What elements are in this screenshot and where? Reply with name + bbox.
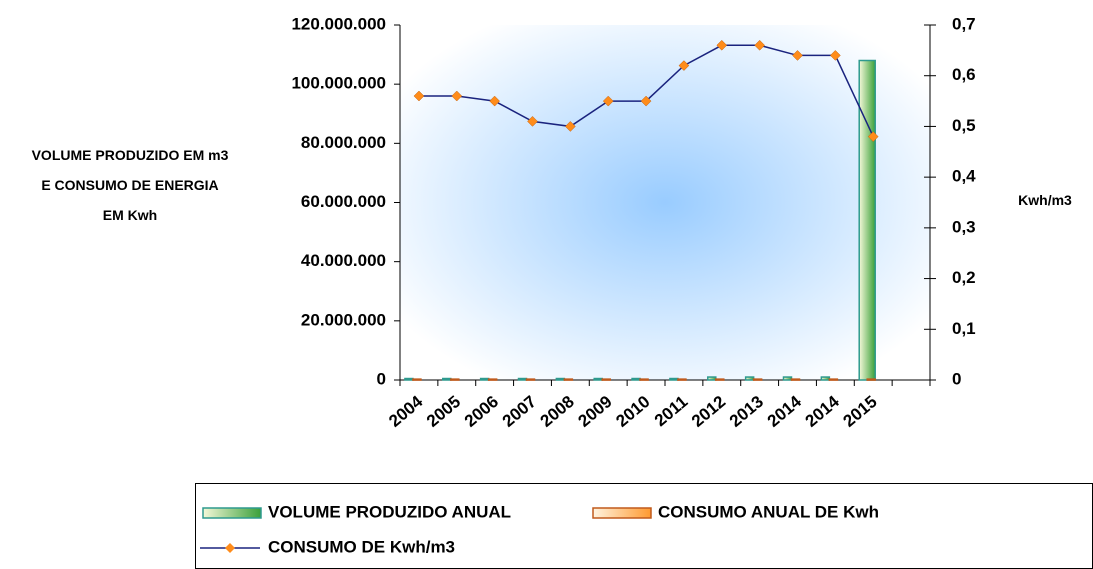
marker xyxy=(754,39,765,51)
bar xyxy=(525,378,536,381)
bar xyxy=(631,377,641,381)
marker xyxy=(678,60,690,71)
x-tick-label: 2014 xyxy=(802,392,844,431)
marker xyxy=(602,95,614,107)
bar xyxy=(404,377,414,381)
legend-label: CONSUMO ANUAL DE Kwh xyxy=(658,502,879,521)
marker xyxy=(867,131,879,142)
bar xyxy=(715,378,725,381)
bar xyxy=(707,376,717,381)
y2-tick-label: 0,5 xyxy=(952,116,976,135)
x-tick-label: 2007 xyxy=(499,392,540,431)
y2-axis-label: Kwh/m3 xyxy=(1018,192,1072,208)
x-tick-label: 2013 xyxy=(726,392,767,431)
bar xyxy=(752,378,763,381)
bar xyxy=(450,378,460,381)
y-tick-label: 100.000.000 xyxy=(291,74,386,93)
bar xyxy=(669,377,679,381)
y2-tick-label: 0,1 xyxy=(952,319,976,338)
marker xyxy=(489,95,500,107)
x-tick-label: 2004 xyxy=(385,392,427,431)
marker xyxy=(413,90,425,102)
x-tick-label: 2015 xyxy=(839,392,880,431)
y2-tick-label: 0,3 xyxy=(952,217,976,236)
y-tick-label: 20.000.000 xyxy=(301,310,386,329)
bar xyxy=(820,376,831,381)
x-tick-label: 2009 xyxy=(574,392,615,431)
bar xyxy=(442,377,452,381)
bar xyxy=(517,377,528,381)
plot-area xyxy=(400,25,930,380)
bar xyxy=(858,59,876,381)
legend-label: CONSUMO DE Kwh/m3 xyxy=(268,537,455,556)
marker xyxy=(451,90,463,102)
bar xyxy=(677,378,687,381)
x-tick-label: 2008 xyxy=(537,392,578,431)
bar xyxy=(790,378,801,381)
y2-tick-label: 0,6 xyxy=(952,65,976,84)
bar xyxy=(593,377,603,381)
x-tick-label: 2011 xyxy=(651,392,691,430)
bar xyxy=(563,378,574,381)
marker xyxy=(830,50,841,61)
bar xyxy=(828,378,839,381)
marker xyxy=(565,121,576,132)
x-tick-label: 2014 xyxy=(764,392,806,431)
y2-tick-label: 0,2 xyxy=(952,268,976,287)
legend-marker xyxy=(225,543,235,553)
y-tick-label: 0 xyxy=(377,369,386,388)
marker xyxy=(792,50,803,61)
x-tick-label: 2006 xyxy=(461,392,502,431)
y-tick-label: 120.000.000 xyxy=(291,14,386,33)
bar xyxy=(479,377,490,381)
x-tick-label: 2012 xyxy=(688,392,729,431)
x-tick-label: 2005 xyxy=(423,392,464,431)
y-axis-label: VOLUME PRODUZIDO EM m3 E CONSUMO DE ENER… xyxy=(31,147,229,223)
bar xyxy=(866,378,876,381)
bar xyxy=(412,378,422,381)
legend-box xyxy=(195,483,1093,569)
y2-tick-label: 0 xyxy=(952,369,961,388)
legend-swatch xyxy=(592,507,652,519)
y-tick-label: 60.000.000 xyxy=(301,192,386,211)
x-tick-label: 2010 xyxy=(612,392,653,431)
bar xyxy=(782,376,793,381)
marker xyxy=(640,95,652,107)
marker xyxy=(527,116,538,127)
y-tick-label: 40.000.000 xyxy=(301,251,386,270)
y2-tick-label: 0,4 xyxy=(952,167,976,186)
y-tick-label: 80.000.000 xyxy=(301,133,386,152)
bar xyxy=(601,378,611,381)
bar xyxy=(744,376,755,381)
y2-tick-label: 0,7 xyxy=(952,14,976,33)
marker xyxy=(716,39,728,51)
legend-label: VOLUME PRODUZIDO ANUAL xyxy=(268,502,511,521)
bar xyxy=(639,378,649,381)
bar xyxy=(487,378,498,381)
legend-swatch xyxy=(202,507,262,519)
bar xyxy=(555,377,566,381)
